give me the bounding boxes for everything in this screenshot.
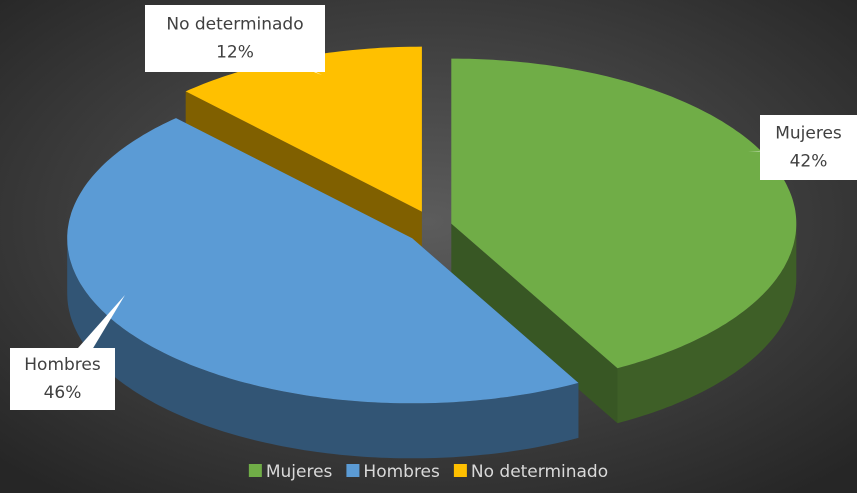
legend-label: Mujeres xyxy=(266,462,333,482)
label-box xyxy=(145,5,325,72)
label-value: 12% xyxy=(216,43,254,63)
pie-sides xyxy=(67,223,797,459)
slice-side xyxy=(67,238,579,459)
legend: Mujeres Hombres No determinado xyxy=(248,462,608,482)
legend-swatch xyxy=(346,464,360,477)
label-name: No determinado xyxy=(166,15,303,35)
legend-swatch xyxy=(453,464,467,477)
slice xyxy=(451,58,797,369)
legend-label: No determinado xyxy=(471,462,608,482)
slice-wall xyxy=(451,223,618,424)
pie-tops xyxy=(67,46,797,404)
legend-label: Hombres xyxy=(363,462,440,482)
label-box xyxy=(760,115,857,180)
label-box xyxy=(10,348,115,410)
data-labels: Mujeres 42% Hombres 46% No determinado 12% xyxy=(10,5,857,410)
legend-swatch xyxy=(248,464,262,477)
slice xyxy=(185,46,422,212)
slice-side xyxy=(617,223,797,424)
label-name: Hombres xyxy=(24,355,101,375)
label-name: Mujeres xyxy=(775,124,842,144)
slice xyxy=(67,118,579,404)
label-value: 42% xyxy=(790,152,828,172)
label-value: 46% xyxy=(44,383,82,403)
